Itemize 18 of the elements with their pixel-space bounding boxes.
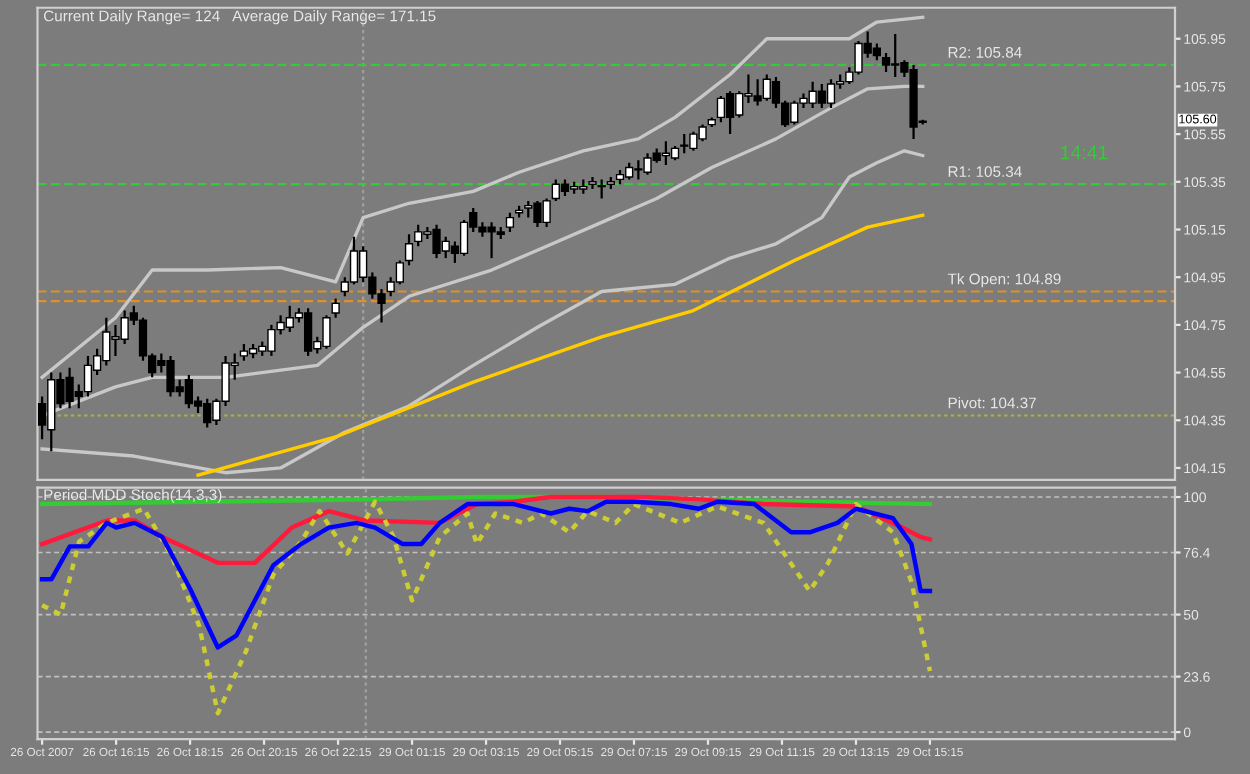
candlestick xyxy=(459,218,469,257)
line-series xyxy=(39,499,933,650)
candlestick xyxy=(349,235,359,286)
candlestick xyxy=(303,307,313,357)
candlestick xyxy=(597,178,606,200)
line-series xyxy=(196,213,925,477)
candlestick xyxy=(716,94,726,124)
candlestick xyxy=(588,175,597,191)
candlestick xyxy=(395,259,404,286)
annotation: 14:41 xyxy=(1061,145,1108,160)
candlestick xyxy=(826,78,836,109)
candlestick xyxy=(331,297,340,319)
candlestick xyxy=(881,51,891,74)
candlestick xyxy=(83,354,93,398)
candlestick xyxy=(725,90,735,136)
candlestick xyxy=(404,233,414,267)
candlestick xyxy=(505,211,515,233)
line-series xyxy=(39,499,933,716)
